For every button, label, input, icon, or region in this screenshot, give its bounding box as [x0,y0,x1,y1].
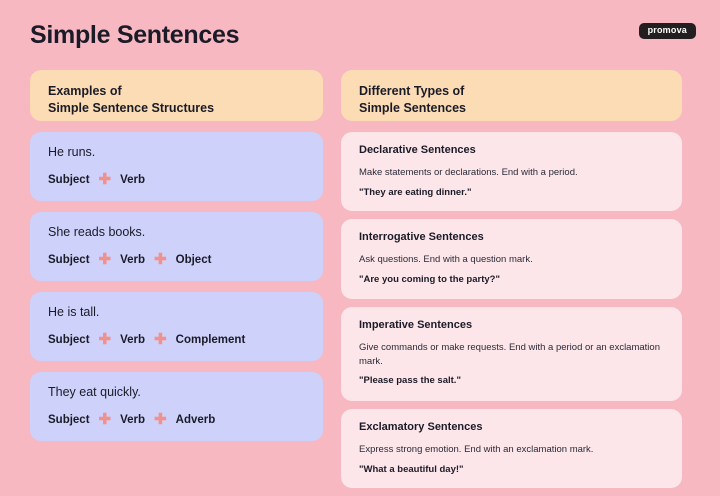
structure-formula: Subject ✚ Verb [48,171,305,188]
type-card-title: Exclamatory Sentences [359,420,483,433]
column-examples-header-line2: Simple Sentence Structures [48,100,215,115]
structure-formula: Subject ✚ Verb ✚ Adverb [48,411,305,428]
type-card-description: Make statements or declarations. End wit… [359,167,578,179]
type-card-example: "They are eating dinner." [359,186,472,198]
type-card-example: "What a beautiful day!" [359,463,464,475]
type-card-list: Declarative Sentences Make statements or… [341,132,682,488]
column-examples-header: Examples of Simple Sentence Structures [30,70,323,121]
formula-part: Complement [175,333,246,346]
structure-card[interactable]: She reads books. Subject ✚ Verb ✚ Object [30,212,323,281]
structure-card[interactable]: They eat quickly. Subject ✚ Verb ✚ Adver… [30,372,323,441]
structure-example-sentence: They eat quickly. [48,385,141,399]
plus-icon: ✚ [154,331,167,348]
formula-part: Object [175,253,212,266]
column-examples: Examples of Simple Sentence Structures H… [30,70,323,452]
type-card[interactable]: Imperative Sentences Give commands or ma… [341,306,682,401]
promova-logo: promova [638,23,696,39]
plus-icon: ✚ [98,171,112,188]
infographic-page: Simple Sentences promova Examples of Sim… [30,21,696,488]
formula-part: Verb [120,173,146,186]
structure-card[interactable]: He runs. Subject ✚ Verb [30,132,323,201]
type-card[interactable]: Exclamatory Sentences Express strong emo… [341,408,682,488]
formula-part: Subject [48,253,90,266]
formula-part: Verb [120,413,146,426]
structure-card-list: He runs. Subject ✚ Verb She reads books.… [30,132,323,441]
structure-formula: Subject ✚ Verb ✚ Object [48,251,305,268]
column-examples-header-line1: Examples of [48,84,122,98]
page-title: Simple Sentences [30,21,240,49]
structure-formula: Subject ✚ Verb ✚ Complement [48,331,305,348]
formula-part: Adverb [175,413,216,426]
type-card-description: Express strong emotion. End with an excl… [359,443,594,455]
type-card-description: Ask questions. End with a question mark. [359,254,533,266]
type-card-title: Declarative Sentences [359,144,476,156]
type-card-title: Imperative Sentences [359,318,473,331]
formula-part: Verb [120,333,146,346]
type-card-example: "Please pass the salt." [359,375,461,387]
structure-card[interactable]: He is tall. Subject ✚ Verb ✚ Complement [30,292,323,361]
plus-icon: ✚ [154,251,167,268]
column-types-header-line1: Different Types of [359,84,465,98]
plus-icon: ✚ [154,411,167,428]
structure-example-sentence: He is tall. [48,305,100,319]
structure-example-sentence: She reads books. [48,225,146,239]
formula-part: Subject [48,413,90,426]
column-types-header-line2: Simple Sentences [359,100,466,115]
type-card-description: Give commands or make requests. End with… [359,341,660,367]
type-card[interactable]: Interrogative Sentences Ask questions. E… [341,219,682,299]
type-card-example: "Are you coming to the party?" [359,274,500,286]
column-types: Different Types of Simple Sentences Decl… [341,70,682,496]
formula-part: Subject [48,333,90,346]
formula-part: Verb [120,253,146,266]
structure-example-sentence: He runs. [48,145,96,159]
type-card[interactable]: Declarative Sentences Make statements or… [341,132,682,212]
plus-icon: ✚ [98,411,112,428]
plus-icon: ✚ [98,331,112,348]
plus-icon: ✚ [98,251,112,268]
type-card-title: Interrogative Sentences [359,231,484,244]
formula-part: Subject [48,173,90,186]
column-types-header: Different Types of Simple Sentences [341,70,682,121]
